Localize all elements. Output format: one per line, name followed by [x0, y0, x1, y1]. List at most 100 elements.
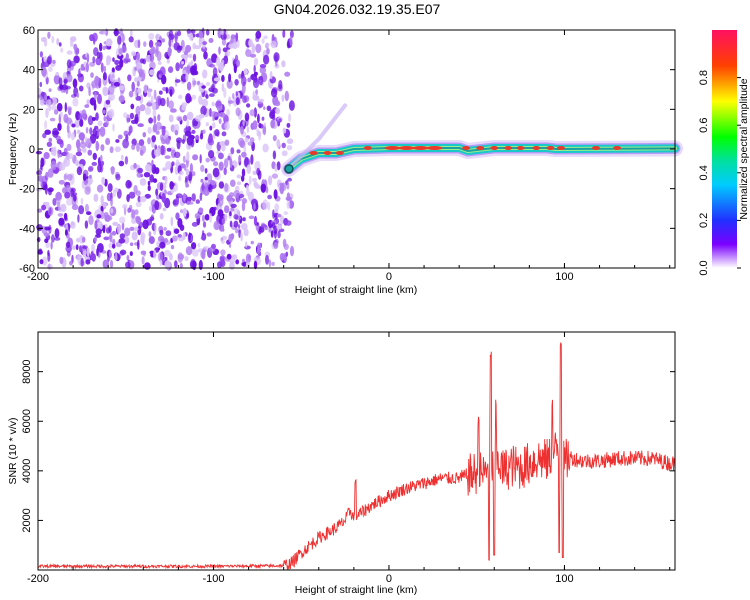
noise-blob [161, 125, 166, 136]
noise-blob [72, 78, 78, 89]
noise-blob [202, 69, 208, 79]
noise-blob [224, 205, 230, 214]
noise-blob [64, 229, 68, 236]
noise-blob [36, 224, 43, 231]
noise-blob [93, 193, 99, 202]
noise-blob [170, 108, 177, 113]
noise-blob [80, 63, 85, 71]
noise-blob [155, 188, 159, 197]
noise-blob [281, 60, 286, 68]
noise-blob [241, 151, 247, 158]
noise-blob [128, 125, 133, 134]
noise-blob [117, 224, 121, 235]
noise-blob [183, 192, 186, 202]
noise-blob [44, 120, 48, 130]
noise-blob [121, 222, 125, 231]
noise-blob [87, 115, 94, 126]
noise-blob [126, 254, 130, 261]
noise-blob [242, 95, 247, 104]
noise-blob [129, 29, 133, 38]
noise-blob [149, 53, 155, 63]
noise-blob [241, 168, 246, 177]
snr-x-ticks: -200 -100 0 100 [27, 332, 671, 585]
noise-blob [86, 211, 92, 216]
noise-blob [49, 117, 56, 122]
noise-blob [269, 71, 273, 80]
noise-blob [282, 29, 286, 38]
noise-blob [154, 41, 162, 47]
noise-blob [158, 252, 163, 262]
track-hotspot [490, 146, 499, 151]
noise-blob [134, 77, 138, 83]
noise-blob [51, 234, 55, 243]
noise-blob [107, 183, 113, 193]
noise-blob [130, 103, 135, 110]
noise-blob [105, 55, 109, 66]
noise-blob [54, 237, 61, 241]
noise-blob [184, 130, 192, 137]
noise-blob [258, 75, 264, 86]
spectrogram-y-ticks: 60 40 20 0 -20 -40 -60 [19, 25, 675, 275]
noise-blob [191, 221, 198, 227]
noise-blob [66, 198, 73, 206]
noise-blob [270, 230, 274, 238]
noise-blob [39, 259, 44, 265]
noise-blob [177, 252, 184, 263]
noise-blob [139, 178, 147, 186]
noise-blob [206, 232, 212, 237]
noise-blob [232, 92, 235, 100]
snr-panel: -200 -100 0 100 2000 4000 6000 8000 Height of … [7, 331, 676, 596]
noise-blob [263, 106, 266, 110]
noise-blob [251, 177, 258, 182]
noise-blob [159, 241, 166, 249]
noise-blob [58, 42, 62, 47]
noise-blob [252, 170, 257, 176]
noise-blob [143, 84, 148, 94]
spectrogram-y-tick-label: 60 [23, 25, 35, 37]
noise-blob [59, 256, 64, 265]
noise-blob [140, 232, 146, 240]
noise-blob [139, 58, 145, 64]
noise-blob [272, 150, 277, 160]
noise-blob [44, 184, 48, 195]
noise-blob [201, 98, 209, 108]
noise-blob [49, 207, 52, 215]
noise-blob [115, 173, 121, 181]
noise-blob [237, 224, 241, 229]
noise-blob [283, 243, 289, 250]
noise-blob [285, 251, 289, 257]
noise-blob [52, 198, 57, 206]
noise-blob [81, 236, 86, 243]
noise-blob [137, 239, 140, 250]
noise-blob [162, 207, 167, 212]
track-hotspot [384, 146, 401, 151]
noise-blob [105, 137, 111, 146]
noise-blob [139, 104, 146, 112]
noise-blob [251, 43, 256, 54]
noise-blob [200, 105, 207, 116]
noise-blob [50, 160, 57, 171]
noise-blob [134, 209, 139, 215]
noise-blob [286, 200, 291, 210]
noise-blob [108, 225, 112, 233]
noise-blob [211, 83, 215, 93]
noise-blob [102, 86, 108, 94]
colorbar-tick-label: 0.4 [698, 165, 710, 180]
noise-blob [231, 42, 238, 49]
noise-blob [108, 56, 112, 63]
noise-blob [147, 91, 152, 98]
noise-blob [265, 186, 269, 194]
noise-blob [284, 71, 291, 77]
noise-blob [192, 33, 196, 38]
noise-blob [70, 36, 77, 42]
noise-blob [226, 50, 231, 57]
noise-blob [128, 36, 134, 43]
noise-blob [47, 168, 54, 178]
noise-blob [97, 243, 104, 253]
noise-blob [149, 69, 155, 76]
spectrogram-noise [35, 27, 295, 271]
noise-blob [228, 243, 232, 248]
noise-blob [105, 119, 109, 127]
noise-blob [253, 260, 258, 270]
noise-blob [219, 141, 226, 146]
